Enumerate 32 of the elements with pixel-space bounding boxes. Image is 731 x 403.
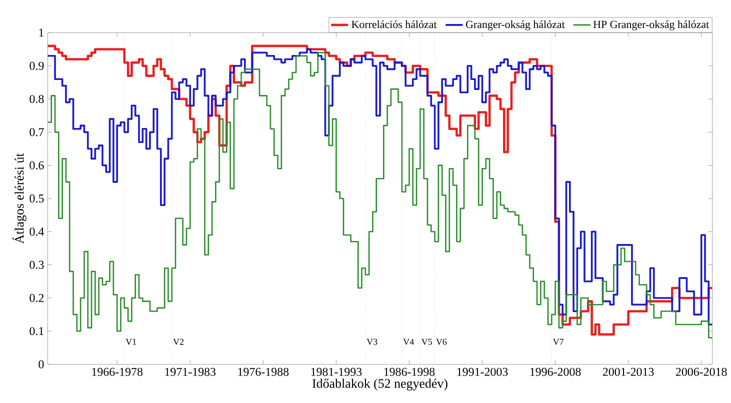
annotation: V7 — [552, 338, 564, 345]
y-tick-label: 0.1 — [30, 327, 44, 336]
annotation: V2 — [173, 338, 184, 345]
x-tick-label: 1981-1993 — [311, 368, 362, 376]
x-axis-title: Időablakok (52 negyedév) — [312, 378, 448, 391]
annotation: V3 — [366, 338, 378, 345]
y-tick-label: 0.7 — [30, 128, 44, 136]
y-tick-label: 0.5 — [30, 194, 44, 203]
annotation: V4 — [403, 338, 414, 345]
x-tick-label: 1986-1998 — [384, 368, 435, 376]
x-tick-label: 1976-1988 — [238, 368, 289, 376]
x-tick-label: 2006-2018 — [676, 368, 727, 376]
y-tick-label: 0.2 — [30, 294, 44, 302]
y-tick-label: 0.6 — [30, 161, 44, 170]
x-tick-label: 2001-2013 — [602, 368, 654, 376]
y-tick-label: 0.3 — [30, 260, 44, 269]
y-tick-label: 0.8 — [30, 94, 44, 104]
y-tick-label: 1 — [39, 28, 44, 37]
legend-label: HP Granger-okság hálózat — [593, 20, 710, 30]
y-tick-label: 0.9 — [30, 62, 44, 70]
x-tick-label: 1971-1983 — [165, 368, 216, 376]
y-axis-title: Átlagos elérési út — [12, 153, 26, 244]
legend-label: Korrelációs hálózat — [352, 20, 437, 28]
x-tick-label: 1996-2008 — [530, 368, 581, 376]
x-tick-label: 1991-2003 — [457, 368, 508, 376]
y-tick-label: 0.4 — [30, 228, 44, 236]
legend-label: Granger-okság hálózat — [466, 20, 565, 30]
x-tick-label: 1966-1978 — [92, 368, 143, 376]
annotation: V5 — [421, 338, 432, 345]
annotation: V1 — [126, 338, 136, 345]
annotation: V6 — [436, 338, 447, 345]
y-tick-label: 0 — [38, 360, 44, 368]
